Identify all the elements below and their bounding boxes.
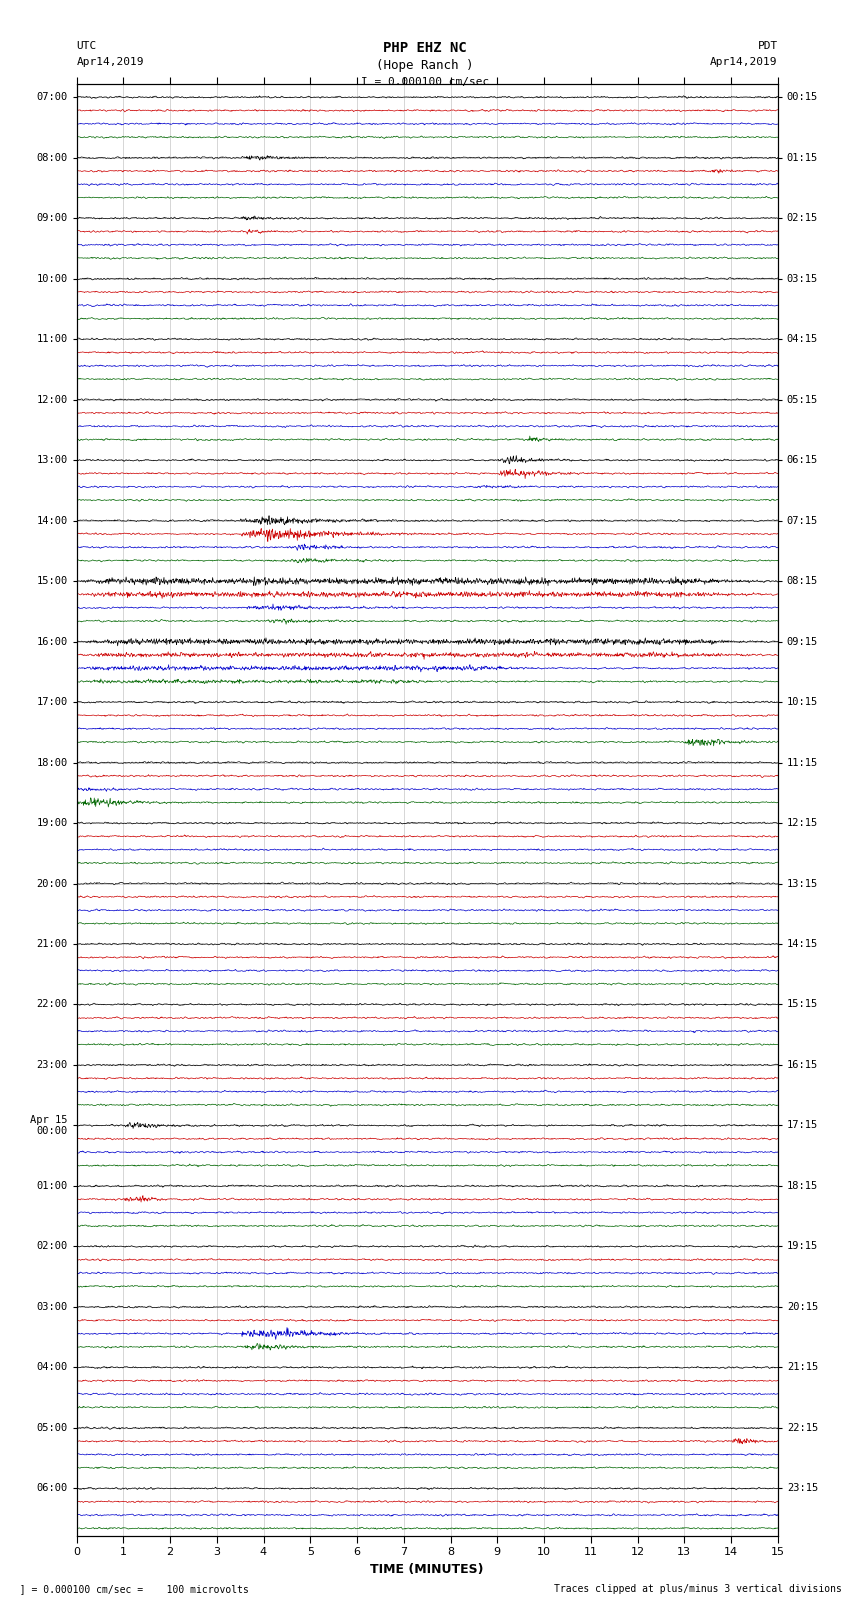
Text: Traces clipped at plus/minus 3 vertical divisions: Traces clipped at plus/minus 3 vertical … — [553, 1584, 842, 1594]
Text: I = 0.000100 cm/sec: I = 0.000100 cm/sec — [361, 77, 489, 87]
Text: PHP EHZ NC: PHP EHZ NC — [383, 40, 467, 55]
X-axis label: TIME (MINUTES): TIME (MINUTES) — [371, 1563, 484, 1576]
Text: Apr14,2019: Apr14,2019 — [711, 58, 778, 68]
Text: ] = 0.000100 cm/sec =    100 microvolts: ] = 0.000100 cm/sec = 100 microvolts — [8, 1584, 249, 1594]
Text: (Hope Ranch ): (Hope Ranch ) — [377, 58, 473, 73]
Text: UTC: UTC — [76, 40, 97, 52]
Text: Apr14,2019: Apr14,2019 — [76, 58, 144, 68]
Text: PDT: PDT — [757, 40, 778, 52]
